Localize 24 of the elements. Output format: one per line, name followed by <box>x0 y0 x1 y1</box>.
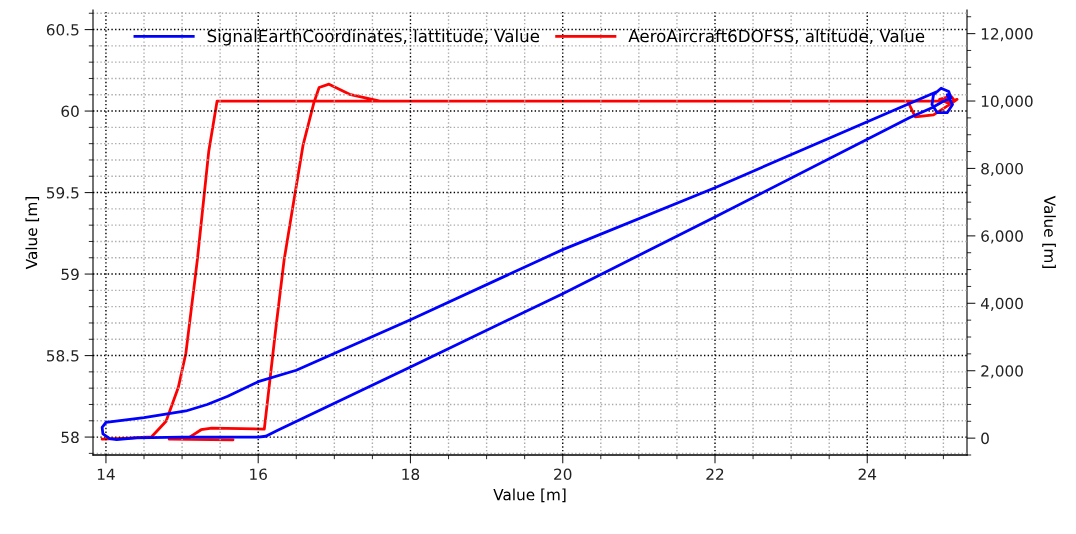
y2-tick-label: 0 <box>981 432 989 445</box>
y2-tick-label: 2,000 <box>981 365 1023 379</box>
x-tick-label: 24 <box>858 468 877 480</box>
y-tick-label: 60 <box>61 105 79 118</box>
y-tick-label: 58.5 <box>46 350 79 362</box>
legend-label: SignalEarthCoordinates, lattitude, Value <box>207 29 540 46</box>
y2-tick-label: 4,000 <box>980 297 1023 311</box>
y2-axis-title: Value [m] <box>1042 195 1056 268</box>
y-tick-label: 59 <box>61 268 79 281</box>
y2-tick-label: 8,000 <box>981 162 1023 177</box>
y2-tick-label: 10,000 <box>981 95 1033 109</box>
x-axis-title: Value [m] <box>493 488 566 503</box>
x-tick-label: 16 <box>250 468 267 481</box>
y-tick-label: 59.5 <box>46 187 79 199</box>
y-tick-label: 58 <box>61 431 79 444</box>
y2-tick-label: 12,000 <box>981 28 1033 42</box>
y-tick-label: 60.5 <box>46 24 79 36</box>
x-tick-label: 22 <box>706 468 724 480</box>
x-tick-label: 20 <box>554 468 572 481</box>
x-tick-label: 14 <box>97 468 115 480</box>
y-axis-title: Value [m] <box>25 197 40 270</box>
y2-tick-label: 6,000 <box>981 230 1023 244</box>
legend-label: AeroAircraft6DOFSS, altitude, Value <box>628 29 925 45</box>
x-tick-label: 18 <box>402 468 420 481</box>
